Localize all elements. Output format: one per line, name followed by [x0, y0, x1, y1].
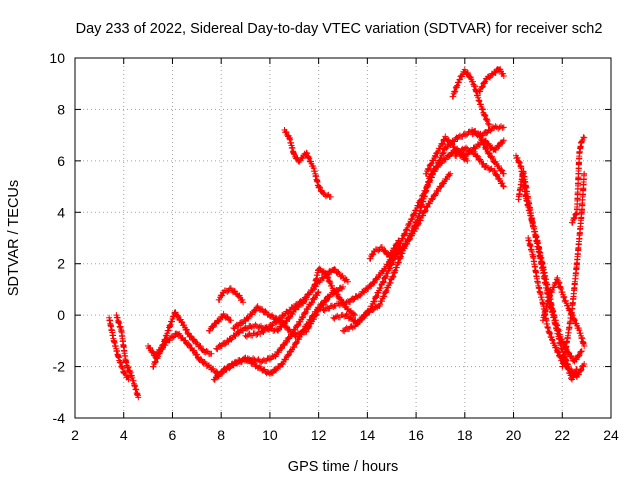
y-tick-label: 2 — [57, 256, 65, 272]
marker-trail — [320, 123, 507, 314]
marker-trail — [476, 66, 507, 95]
y-tick-label: 0 — [57, 307, 65, 323]
x-tick-label: 2 — [71, 427, 79, 443]
marker-trail — [469, 127, 507, 177]
marker-trail — [206, 310, 234, 334]
series-t26 — [539, 274, 588, 349]
x-tick-label: 22 — [554, 427, 570, 443]
series-t12 — [281, 127, 334, 200]
series-t16 — [340, 170, 454, 335]
x-tick-label: 12 — [311, 427, 327, 443]
series-t21 — [452, 144, 507, 190]
marker-trail — [113, 312, 142, 401]
series-t2 — [113, 312, 142, 401]
series-t20 — [476, 66, 507, 95]
x-tick-label: 10 — [262, 427, 278, 443]
series-t5 — [206, 310, 234, 334]
marker-trail — [150, 330, 222, 378]
marker-trail — [515, 168, 585, 365]
y-tick-label: 8 — [57, 101, 65, 117]
series-t1 — [106, 314, 132, 383]
x-tick-label: 16 — [408, 427, 424, 443]
marker-trail — [215, 285, 247, 306]
marker-trail — [340, 170, 454, 335]
y-axis: -4 -2 0 2 4 6 8 10 — [49, 50, 611, 426]
series-t19 — [449, 66, 493, 128]
data-markers — [106, 66, 588, 401]
marker-trail — [539, 274, 588, 349]
x-axis-label: GPS time / hours — [288, 459, 398, 475]
y-tick-label: 6 — [57, 153, 65, 169]
series-t6 — [215, 285, 247, 306]
grid — [75, 58, 611, 418]
x-tick-label: 20 — [506, 427, 522, 443]
y-tick-label: -4 — [53, 410, 66, 426]
y-tick-label: 10 — [49, 50, 65, 66]
marker-trail — [449, 66, 493, 128]
chart-title: Day 233 of 2022, Sidereal Day-to-day VTE… — [76, 21, 603, 37]
marker-trail — [422, 133, 507, 177]
series-t14 — [320, 123, 507, 314]
x-tick-label: 8 — [217, 427, 225, 443]
x-tick-label: 14 — [360, 427, 376, 443]
series-t17 — [366, 237, 402, 262]
series-t4 — [150, 330, 222, 378]
marker-trail — [366, 237, 402, 262]
marker-trail — [569, 134, 588, 226]
x-tick-label: 24 — [603, 427, 619, 443]
y-tick-label: -2 — [53, 359, 66, 375]
series-t27 — [559, 170, 588, 370]
series-t18 — [422, 133, 507, 177]
plot-frame — [74, 57, 612, 419]
marker-trail — [106, 314, 132, 383]
x-tick-label: 18 — [457, 427, 473, 443]
y-axis-label: SDTVAR / TECUs — [6, 180, 22, 296]
x-tick-label: 6 — [169, 427, 177, 443]
x-tick-label: 4 — [120, 427, 128, 443]
x-axis: 2 4 6 8 10 12 14 16 18 20 22 24 — [71, 58, 619, 443]
y-tick-label: 4 — [57, 204, 65, 220]
marker-trail — [452, 144, 507, 190]
series-t22 — [469, 127, 507, 177]
series-t28 — [569, 134, 588, 226]
series-t24 — [515, 168, 585, 365]
marker-trail — [559, 170, 588, 370]
marker-trail — [281, 127, 334, 200]
